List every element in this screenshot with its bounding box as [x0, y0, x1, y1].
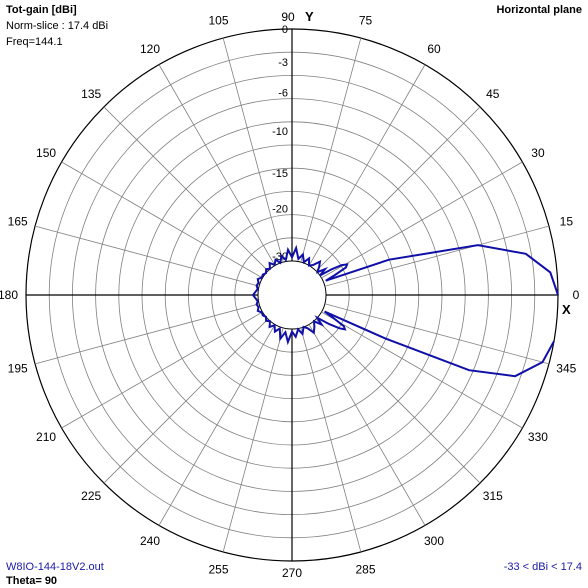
angle-tick-label: 60 — [427, 42, 441, 56]
norm-slice-label: Norm-slice : 17.4 dBi — [6, 20, 109, 32]
angle-tick-label: 30 — [531, 146, 545, 160]
angle-tick-label: 240 — [140, 534, 160, 548]
angle-tick-label: 315 — [483, 489, 503, 503]
angle-tick-label: 120 — [140, 42, 160, 56]
grid-spoke — [300, 327, 362, 553]
gain-tick-label: -3 — [278, 57, 288, 69]
grid-spoke — [321, 311, 523, 429]
plane-label: Horizontal plane — [496, 4, 582, 16]
angle-tick-label: 135 — [81, 87, 101, 101]
angle-tick-label: 330 — [528, 430, 548, 444]
angle-tick-label: 75 — [359, 14, 373, 28]
gain-tick-label: 0 — [282, 24, 288, 36]
angle-tick-label: 300 — [424, 534, 444, 548]
range-label: -33 < dBi < 17.4 — [503, 561, 582, 573]
angle-tick-label: 90 — [281, 10, 295, 24]
grid-spoke — [324, 225, 550, 287]
grid-spoke — [61, 311, 263, 429]
gain-tick-label: -20 — [272, 204, 288, 216]
y-axis-label: Y — [305, 9, 314, 24]
angle-tick-label: 270 — [282, 566, 302, 580]
angle-tick-label: 225 — [81, 489, 101, 503]
frequency-label: Freq=144.1 — [6, 36, 63, 48]
angle-tick-label: 180 — [0, 288, 18, 302]
angle-tick-label: 150 — [36, 146, 56, 160]
angle-tick-label: 210 — [36, 430, 56, 444]
file-name-label: W8IO-144-18V2.out — [6, 561, 104, 573]
angle-labels: 0 15 30 45 60 75 90 105 120 135 150 165 180 195 210 225… — [0, 10, 580, 580]
angle-tick-label: 105 — [208, 14, 228, 28]
grid-spoke — [300, 37, 362, 263]
gain-labels: 0-3-6-10-15-20-30 — [272, 24, 288, 263]
angle-tick-label: 0 — [573, 288, 580, 302]
grid-spoke — [222, 327, 284, 553]
grid-spoke — [61, 161, 263, 279]
x-axis-label: X — [562, 302, 571, 317]
grid-spoke — [315, 106, 481, 272]
gain-tick-label: -6 — [278, 88, 288, 100]
grid-spoke — [324, 303, 550, 365]
gain-tick-label: -15 — [272, 168, 288, 180]
grid-spoke — [103, 318, 269, 484]
grid-spoke — [308, 324, 426, 526]
grid-spoke — [103, 106, 269, 272]
angle-tick-label: 345 — [556, 362, 576, 376]
angle-tick-label: 165 — [8, 214, 28, 228]
grid — [25, 28, 559, 562]
grid-spoke — [158, 64, 276, 266]
angle-tick-label: 15 — [560, 214, 574, 228]
grid-spoke — [158, 324, 276, 526]
radiation-pattern-line — [251, 244, 559, 378]
angle-tick-label: 255 — [208, 562, 228, 576]
theta-label: Theta= 90 — [6, 575, 58, 587]
angle-tick-label: 195 — [8, 362, 28, 376]
grid-spoke — [222, 37, 284, 263]
angle-tick-label: 45 — [486, 87, 500, 101]
inner-grid-circle — [257, 260, 327, 330]
chart-title: Tot-gain [dBi] — [6, 4, 77, 16]
grid-spoke — [315, 318, 481, 484]
angle-tick-label: 285 — [355, 562, 375, 576]
grid-spoke — [34, 303, 260, 365]
grid-spoke — [34, 225, 260, 287]
grid-spoke — [308, 64, 426, 266]
gain-tick-label: -10 — [272, 126, 288, 138]
grid-spoke — [321, 161, 523, 279]
